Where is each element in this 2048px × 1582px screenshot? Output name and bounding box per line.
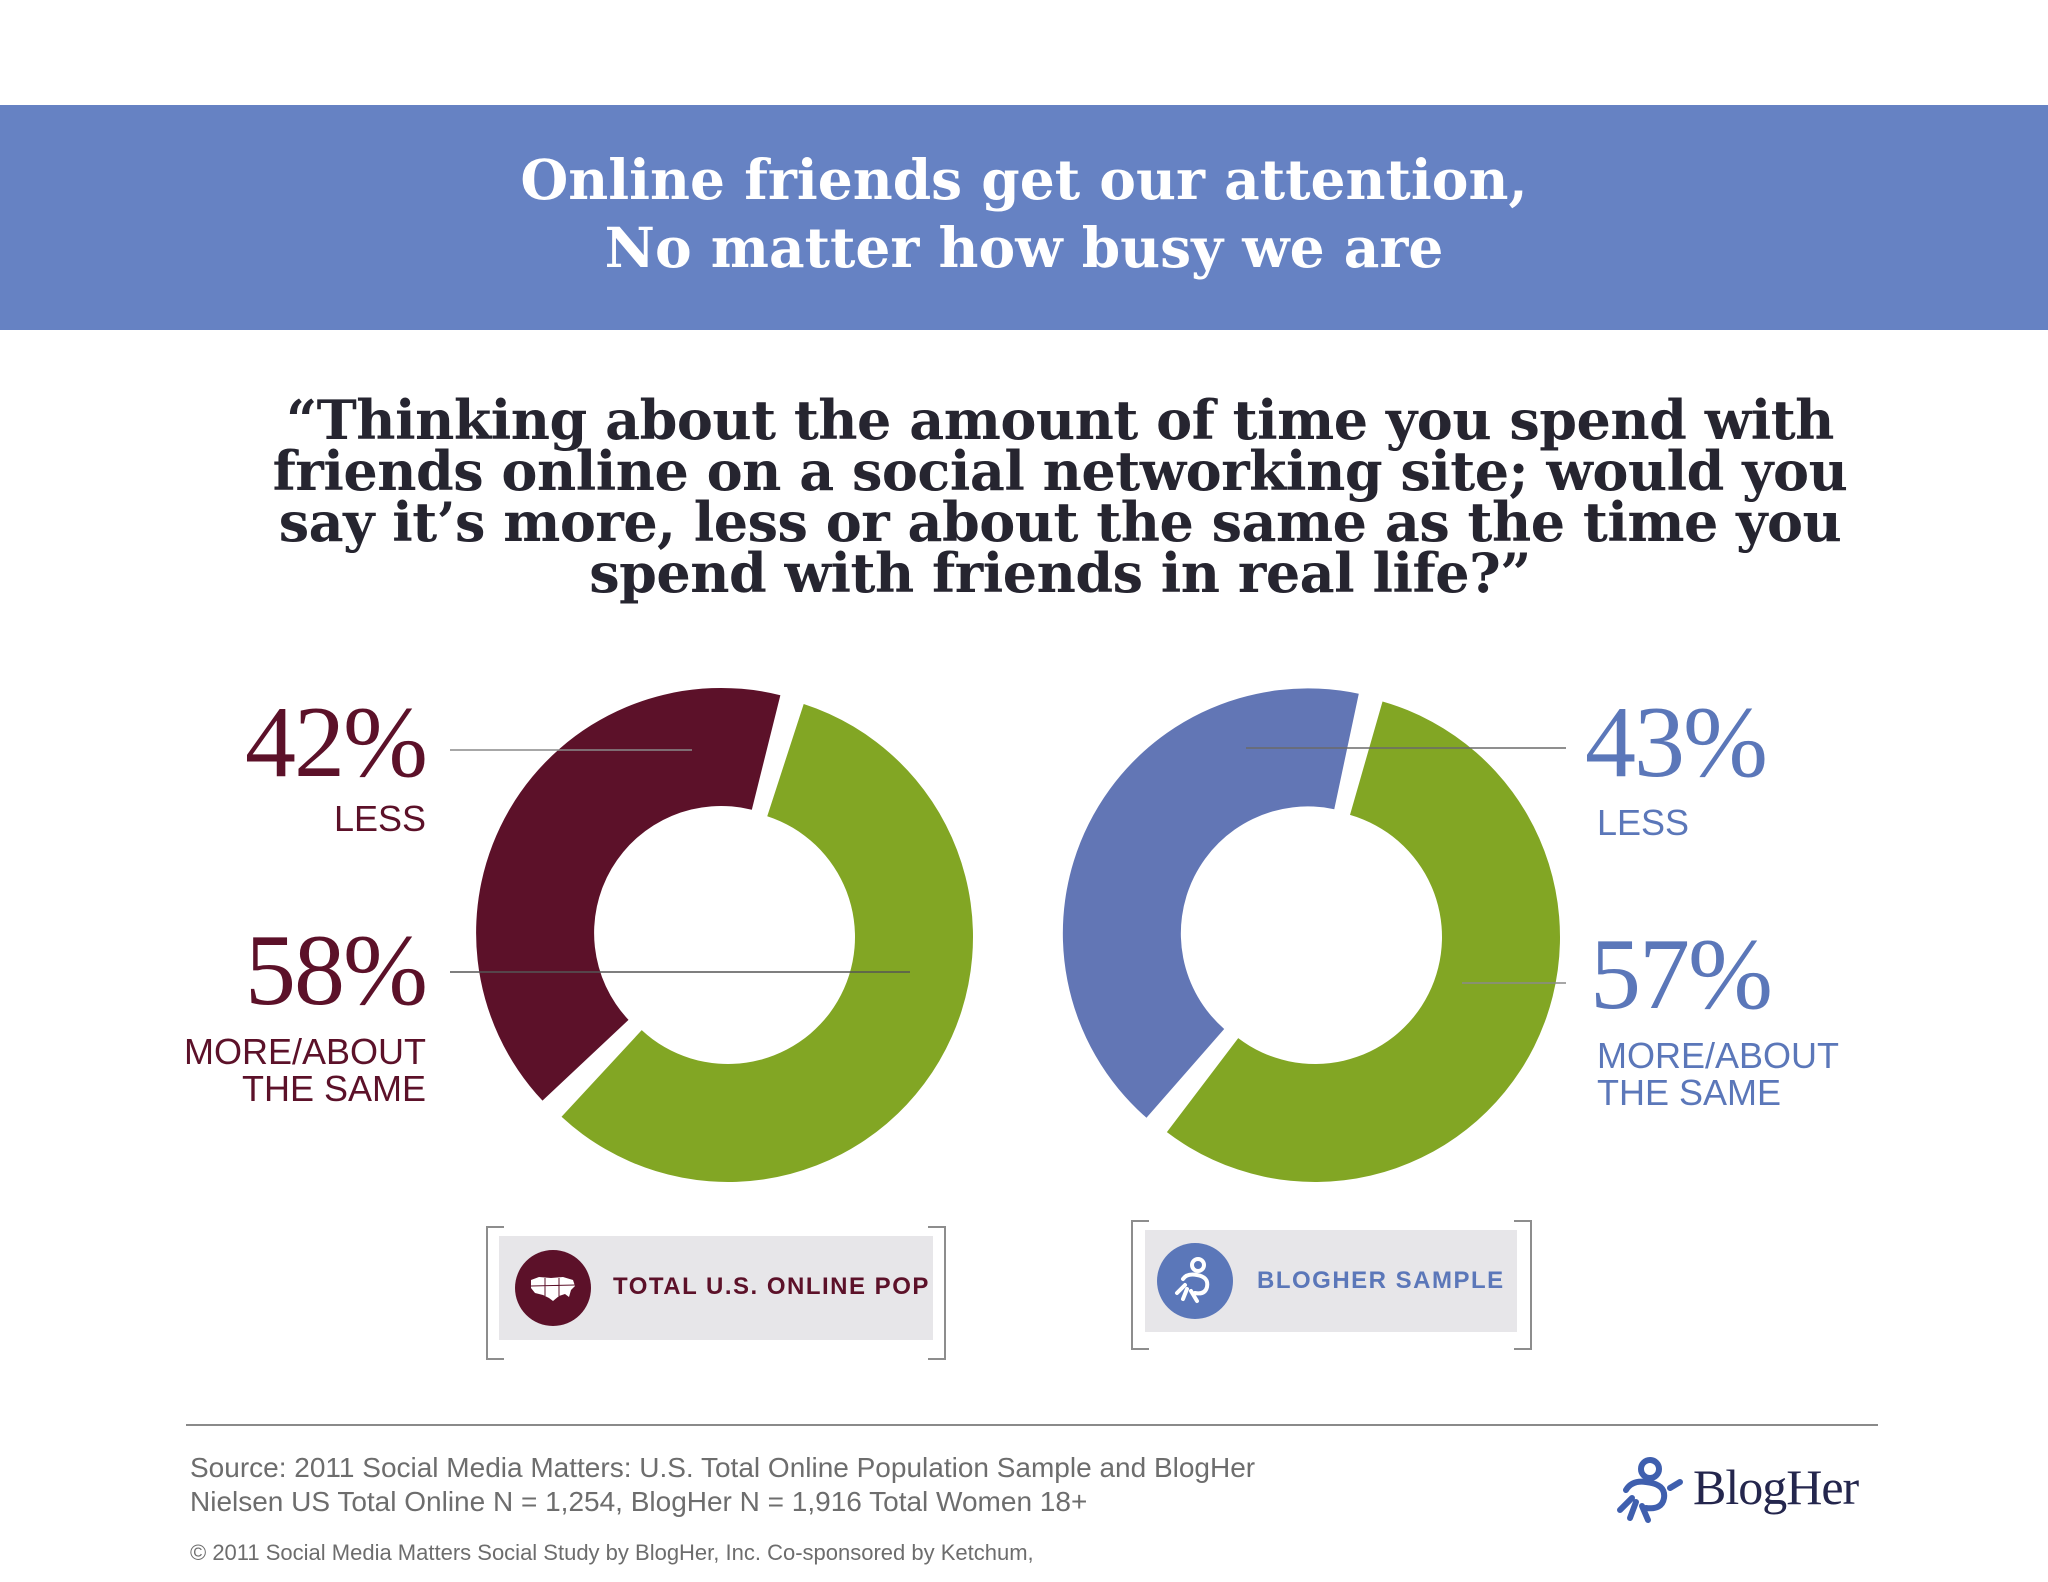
leader-lines bbox=[450, 747, 1566, 984]
left-chart-caption: TOTAL U.S. ONLINE POP bbox=[499, 1236, 933, 1340]
right-more-label-line-1: MORE/ABOUT bbox=[1597, 1035, 1840, 1076]
right-chart-caption: BLOGHER SAMPLE bbox=[1145, 1230, 1517, 1332]
source-note-line-2: Nielsen US Total Online N = 1,254, BlogH… bbox=[190, 1486, 1088, 1517]
us-map-icon bbox=[515, 1250, 591, 1326]
blogher-figure-icon bbox=[1157, 1243, 1233, 1319]
left-more-label-line-1: MORE/ABOUT bbox=[183, 1031, 426, 1072]
donut-slice-more-about-the-same bbox=[561, 703, 974, 1182]
left-more-label-line-2: THE SAME bbox=[241, 1068, 426, 1109]
right-more-label-line-2: THE SAME bbox=[1597, 1072, 1782, 1113]
left-caption-bracket-open bbox=[486, 1226, 504, 1360]
left-less-value: 42% bbox=[245, 686, 428, 799]
donut-chart-blogher bbox=[1062, 688, 1560, 1182]
survey-question: “Thinking about the amount of time you s… bbox=[272, 388, 1848, 605]
banner-title-line-2: No matter how busy we are bbox=[604, 215, 1444, 280]
right-less-label: LESS bbox=[1597, 802, 1690, 843]
donut-slice-more-about-the-same bbox=[1166, 701, 1560, 1182]
banner-title-line-1: Online friends get our attention, bbox=[520, 147, 1528, 212]
donut-chart-total-us bbox=[476, 687, 974, 1182]
left-chart-caption-label: TOTAL U.S. ONLINE POP bbox=[613, 1273, 930, 1300]
donut-slice-less bbox=[1062, 688, 1359, 1118]
copyright-note: © 2011 Social Media Matters Social Study… bbox=[190, 1540, 1034, 1565]
blogher-logo-icon bbox=[1617, 1457, 1683, 1523]
left-more-value: 58% bbox=[245, 914, 428, 1027]
right-more-value: 57% bbox=[1590, 918, 1773, 1031]
left-less-label: LESS bbox=[333, 798, 426, 839]
title-banner: Online friends get our attention, No mat… bbox=[0, 105, 2048, 330]
footer-divider bbox=[186, 1424, 1878, 1426]
donut-slice-less bbox=[476, 687, 781, 1101]
right-caption-bracket-close bbox=[1514, 1220, 1532, 1350]
right-caption-bracket-open bbox=[1131, 1220, 1149, 1350]
source-note-line-1: Source: 2011 Social Media Matters: U.S. … bbox=[190, 1452, 1256, 1483]
right-less-value: 43% bbox=[1585, 686, 1768, 799]
right-chart-caption-label: BLOGHER SAMPLE bbox=[1257, 1267, 1505, 1294]
blogher-logo-text: BlogHer bbox=[1693, 1459, 1859, 1515]
left-caption-bracket-close bbox=[928, 1226, 946, 1360]
